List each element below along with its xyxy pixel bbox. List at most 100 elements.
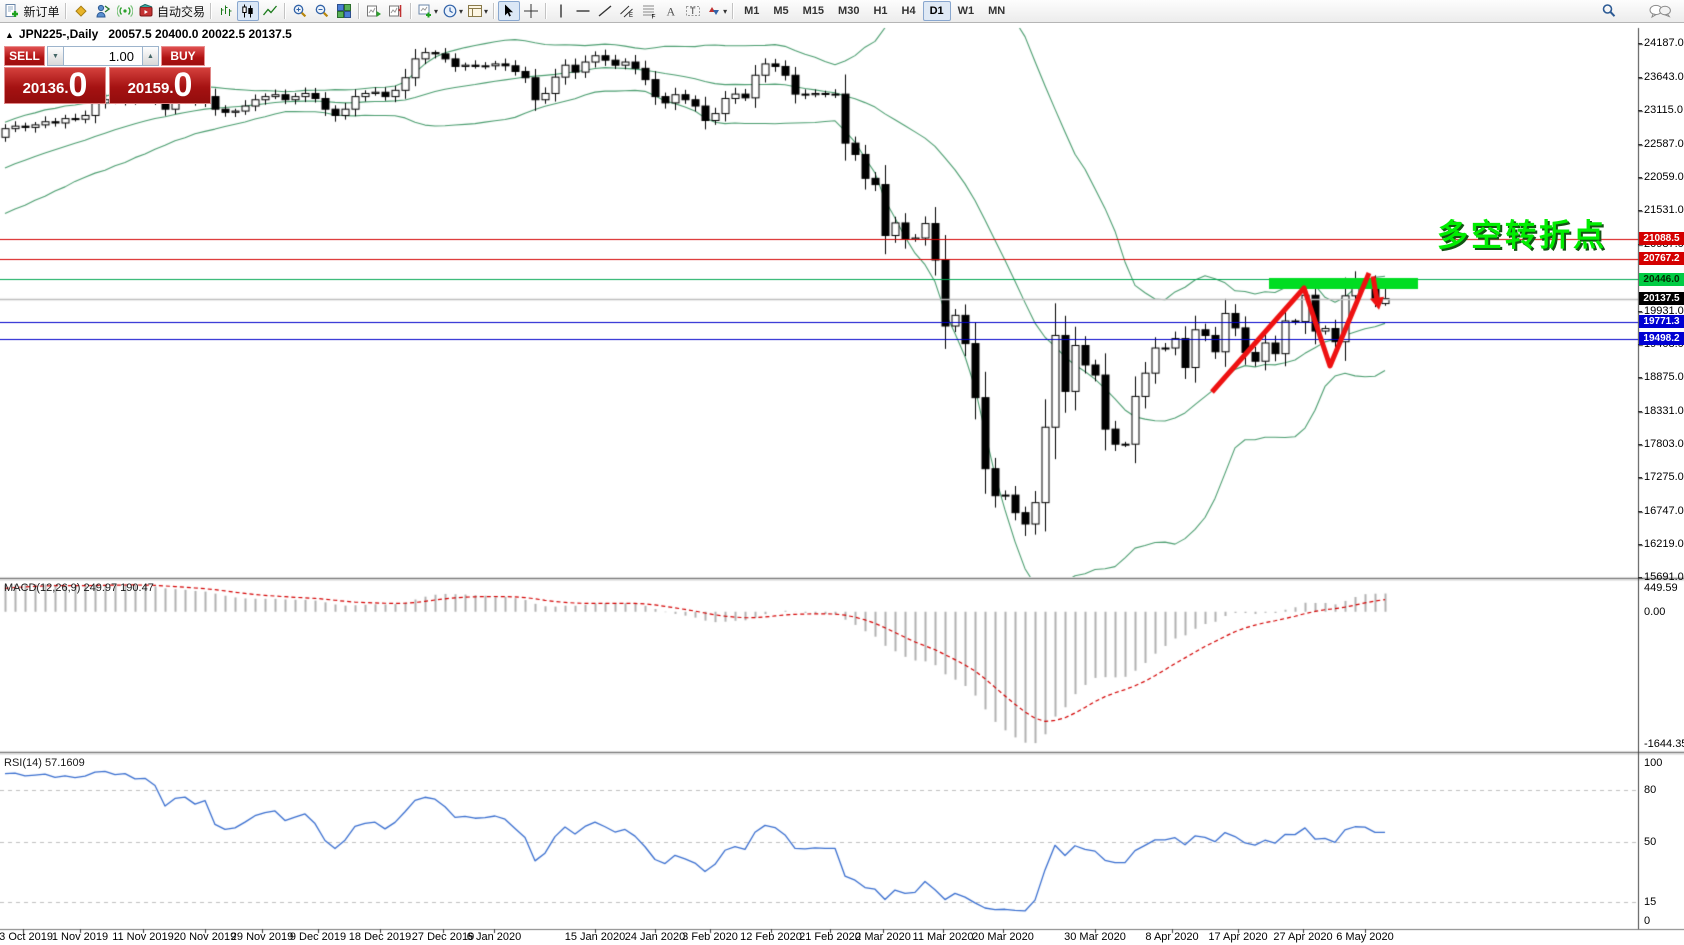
line-chart-icon — [263, 5, 278, 16]
price-tick-label: 17275.0 — [1638, 471, 1684, 484]
cursor-icon — [505, 4, 514, 17]
svg-text:T: T — [690, 6, 696, 16]
chart-ohlc-values: 20057.5 20400.0 20022.5 20137.5 — [108, 27, 292, 41]
trendline-button[interactable] — [594, 1, 616, 21]
signal-icon — [117, 4, 133, 18]
price-tick-label: 16219.0 — [1638, 537, 1684, 550]
signal-button[interactable] — [114, 1, 136, 21]
cursor-button[interactable] — [498, 1, 521, 21]
svg-text:F: F — [652, 14, 656, 20]
crosshair-icon — [524, 4, 539, 18]
horizontal-line-button[interactable] — [572, 1, 594, 21]
new-order-button[interactable]: 新订单 — [2, 1, 62, 21]
sell-price-dot: . — [64, 80, 69, 97]
buy-price-display[interactable]: 20159. 0 — [109, 67, 211, 104]
timeframe-m5[interactable]: M5 — [766, 1, 795, 21]
toolbar-separator — [545, 3, 548, 19]
rsi-axis-label: 15 — [1644, 896, 1657, 909]
timeframe-h4[interactable]: H4 — [895, 1, 923, 21]
profiles-icon — [443, 4, 457, 18]
fibonacci-button[interactable]: F — [638, 1, 660, 21]
profiles-button[interactable]: ▾ — [440, 1, 465, 21]
text-button[interactable]: A — [660, 1, 682, 21]
autotrading-label: 自动交易 — [157, 4, 206, 19]
chart-shift-button[interactable] — [385, 1, 407, 21]
channel-icon: E — [620, 5, 633, 19]
zoom-out-button[interactable] — [311, 1, 333, 21]
toolbar-separator — [493, 3, 496, 19]
timeframe-m30[interactable]: M30 — [831, 1, 866, 21]
chat-button[interactable] — [1646, 1, 1674, 21]
date-tick-label: 18 Dec 2019 — [348, 931, 412, 943]
arrows-button[interactable]: ▾ — [704, 1, 729, 21]
new-chart-button[interactable]: ▾ — [415, 1, 440, 21]
tile-windows-button[interactable] — [333, 1, 355, 21]
data-window-icon — [96, 4, 111, 18]
auto-scroll-button[interactable] — [363, 1, 385, 21]
template-button[interactable]: ▾ — [465, 1, 490, 21]
search-button[interactable] — [1598, 1, 1620, 21]
macd-axis-min: -1644.35 — [1644, 738, 1684, 750]
bar-chart-icon — [221, 5, 232, 16]
toolbar-separator — [410, 3, 413, 19]
volume-input[interactable]: 1.00 — [64, 46, 142, 66]
template-icon — [468, 5, 483, 17]
macd-axis-zero: 0.00 — [1644, 605, 1666, 618]
chart-canvas[interactable] — [0, 24, 1684, 945]
horizontal-line-icon — [576, 10, 590, 12]
trendline-icon — [598, 5, 612, 17]
one-click-trading-panel: SELL ▼ 1.00 ▲ BUY 20136. 0 20159. 0 — [4, 46, 211, 104]
label-button[interactable]: T — [682, 1, 704, 21]
svg-text:A: A — [667, 5, 676, 19]
timeframe-d1[interactable]: D1 — [922, 1, 951, 21]
candlestick-chart-icon — [242, 4, 253, 18]
date-tick-label: 30 Mar 2020 — [1064, 931, 1126, 943]
channel-button[interactable]: E — [616, 1, 638, 21]
zoom-in-button[interactable] — [289, 1, 311, 21]
level-price-label: 20446.0 — [1639, 272, 1684, 286]
rsi-value: 57.1609 — [44, 757, 85, 769]
turning-point-annotation[interactable]: 多空转折点 — [1437, 218, 1607, 253]
spin-down-icon: ▼ — [52, 52, 59, 60]
macd-name: MACD(12,26,9) — [4, 582, 81, 594]
timeframe-mn[interactable]: MN — [981, 1, 1012, 21]
rsi-axis-label: 50 — [1644, 836, 1657, 848]
timeframe-m15[interactable]: M15 — [796, 1, 831, 21]
timeframe-group: M1 M5 M15 M30 H1 H4 D1 W1 MN — [737, 0, 1012, 22]
vertical-line-button[interactable] — [550, 1, 572, 21]
sell-button[interactable]: SELL — [4, 46, 45, 66]
toolbar-separator — [732, 3, 735, 19]
sell-price-display[interactable]: 20136. 0 — [4, 67, 106, 104]
crosshair-button[interactable] — [520, 1, 542, 21]
price-tick-label: 21531.0 — [1638, 203, 1684, 216]
date-tick-label: 12 Feb 2020 — [740, 931, 802, 943]
toolbar-separator — [358, 3, 361, 19]
fibonacci-icon: F — [643, 5, 656, 20]
bar-chart-button[interactable] — [215, 1, 237, 21]
date-tick-label: 20 Nov 2019 — [173, 931, 237, 943]
volume-increase-button[interactable]: ▲ — [142, 46, 159, 66]
timeframe-h1[interactable]: H1 — [866, 1, 894, 21]
date-tick-label: 11 Mar 2020 — [912, 931, 974, 943]
autotrading-button[interactable]: 自动交易 — [136, 1, 207, 21]
macd-axis-max: 449.59 — [1644, 582, 1678, 594]
zoom-in-icon — [293, 4, 307, 18]
timeframe-w1[interactable]: W1 — [951, 1, 982, 21]
date-tick-label: 29 Nov 2019 — [230, 931, 294, 943]
timeframe-m1[interactable]: M1 — [737, 1, 766, 21]
line-chart-button[interactable] — [259, 1, 281, 21]
sell-price-main: 20136 — [22, 80, 65, 97]
level-price-label: 19771.3 — [1639, 315, 1684, 329]
zoom-out-icon — [315, 4, 329, 18]
market-watch-button[interactable] — [70, 1, 92, 21]
chart-shift-icon — [389, 5, 402, 17]
volume-decrease-button[interactable]: ▼ — [47, 46, 64, 66]
rsi-axis-label: 0 — [1644, 915, 1651, 927]
collapse-panel-arrow[interactable]: ▲ — [5, 30, 14, 40]
data-window-button[interactable] — [92, 1, 114, 21]
macd-values: 249.97 190.47 — [83, 582, 154, 594]
buy-price-big-digit: 0 — [173, 66, 193, 104]
candlestick-chart-button[interactable] — [237, 1, 260, 21]
buy-button[interactable]: BUY — [161, 46, 205, 66]
price-tick-label: 17803.0 — [1638, 438, 1684, 451]
